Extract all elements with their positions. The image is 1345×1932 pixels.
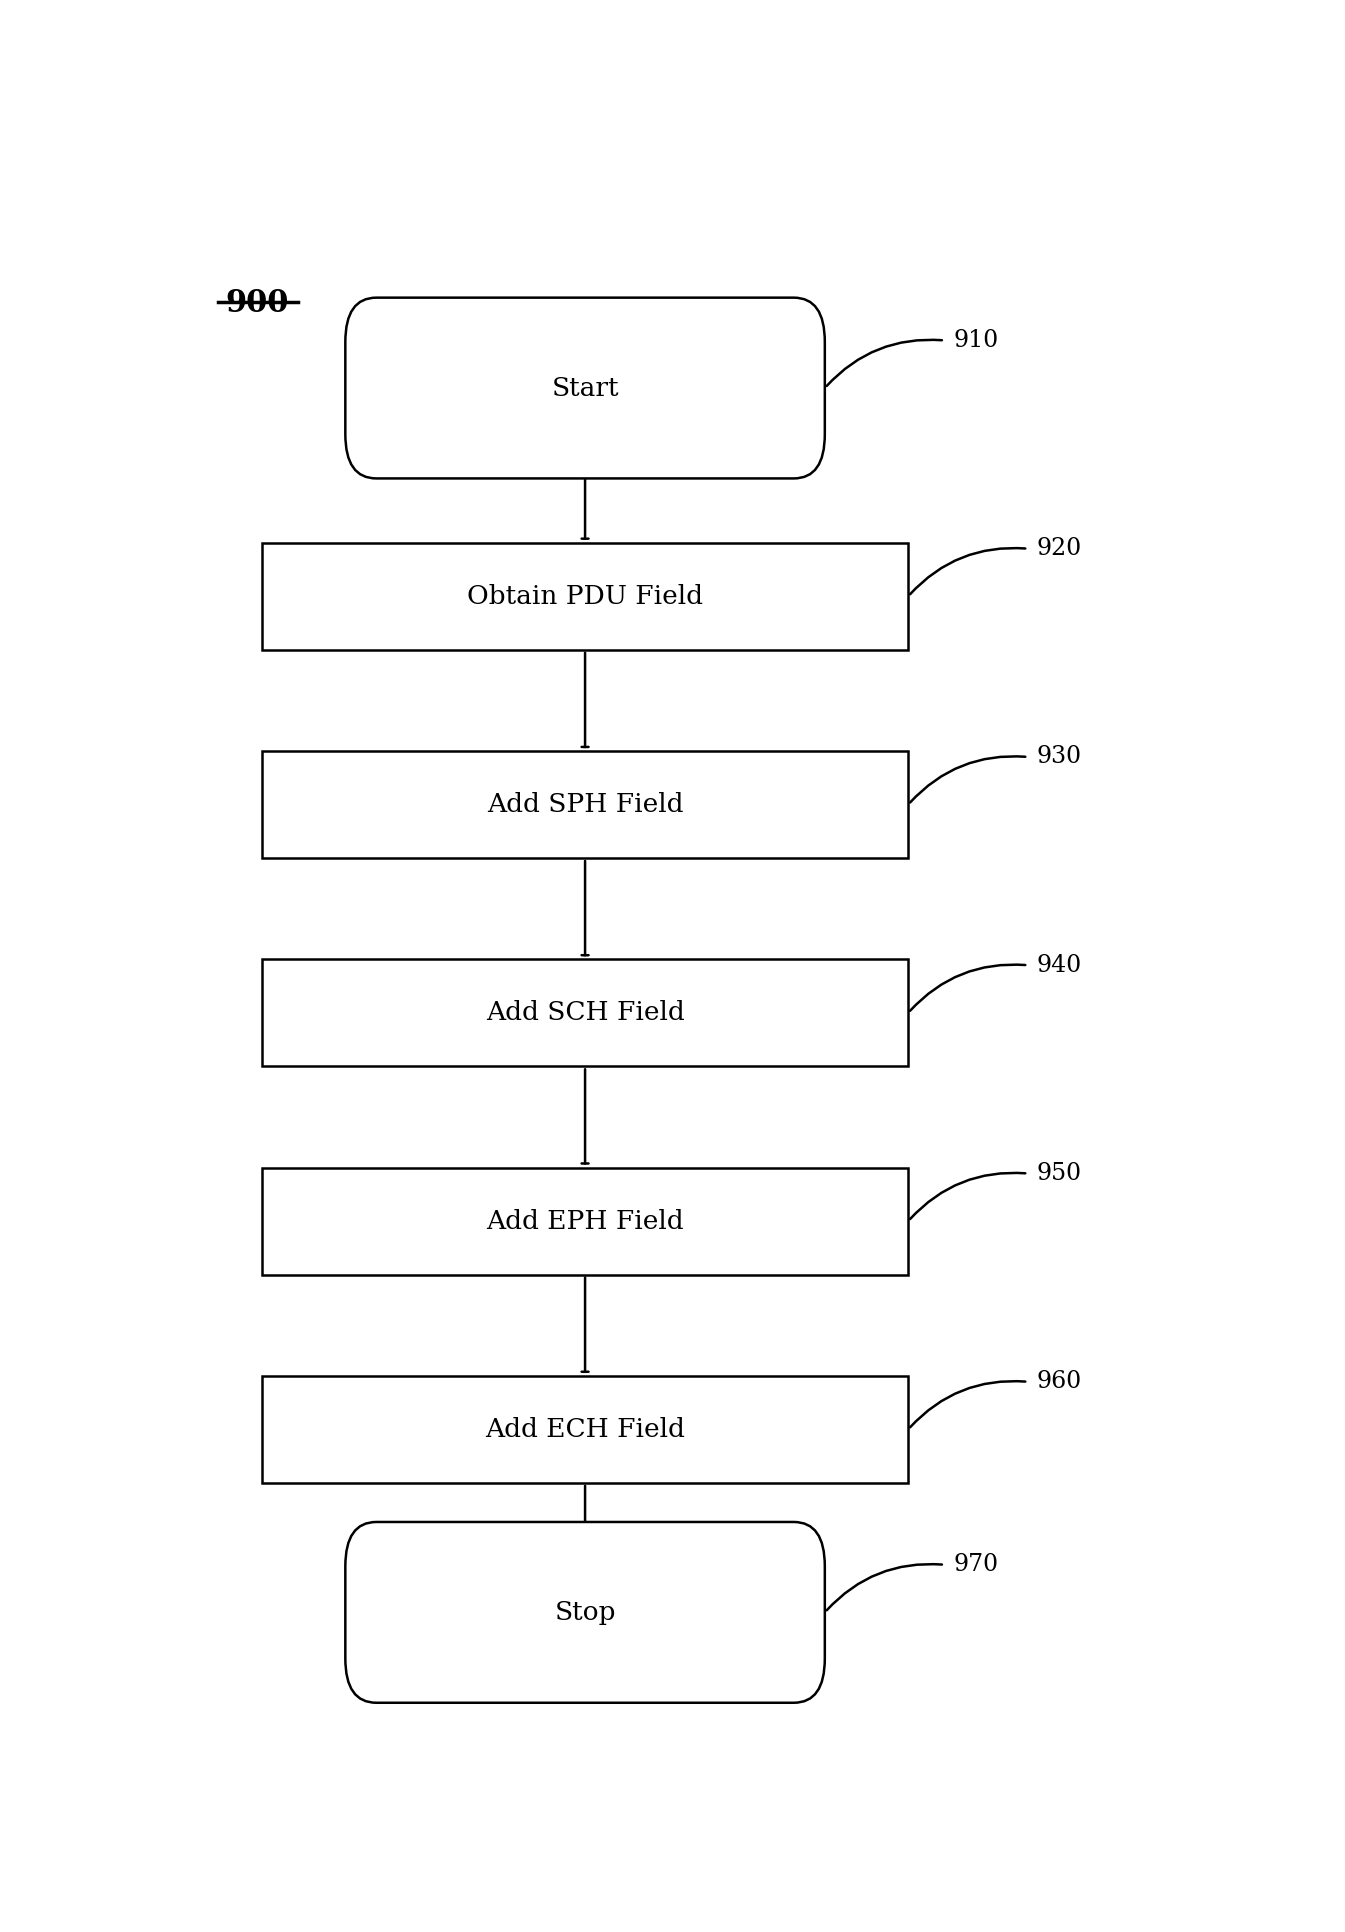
Text: 950: 950 — [1037, 1161, 1081, 1184]
Text: 940: 940 — [1037, 954, 1081, 978]
Bar — [262, 752, 908, 858]
FancyBboxPatch shape — [346, 1522, 824, 1702]
Text: 930: 930 — [1037, 746, 1081, 769]
Text: 970: 970 — [954, 1553, 998, 1577]
FancyBboxPatch shape — [346, 298, 824, 479]
Text: Add SCH Field: Add SCH Field — [486, 1001, 685, 1026]
Text: Add ECH Field: Add ECH Field — [486, 1416, 685, 1441]
Text: 900: 900 — [226, 288, 289, 319]
Text: Stop: Stop — [554, 1600, 616, 1625]
Bar — [262, 960, 908, 1066]
Text: 910: 910 — [954, 328, 998, 352]
Bar — [262, 1376, 908, 1484]
Text: Obtain PDU Field: Obtain PDU Field — [467, 583, 703, 609]
Text: Start: Start — [551, 375, 619, 400]
Bar — [262, 1167, 908, 1275]
Bar — [262, 543, 908, 649]
Text: Add EPH Field: Add EPH Field — [487, 1209, 683, 1235]
Text: 920: 920 — [1037, 537, 1081, 560]
Text: Add SPH Field: Add SPH Field — [487, 792, 683, 817]
Text: 960: 960 — [1037, 1370, 1081, 1393]
